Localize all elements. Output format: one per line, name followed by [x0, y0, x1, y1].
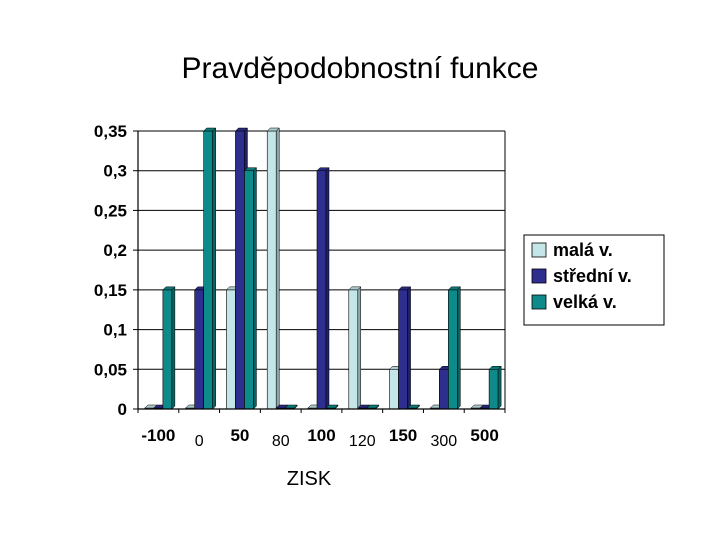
bar: [397, 286, 412, 410]
x-tick-label: 0: [195, 433, 204, 450]
y-tick-label: 0,25: [94, 201, 127, 220]
x-tick-label: 300: [430, 433, 457, 450]
bar: [488, 365, 502, 410]
legend-swatch: [531, 242, 547, 258]
bar: [203, 127, 217, 410]
bar: [162, 286, 176, 410]
legend-label: velká v.: [553, 292, 617, 312]
legend: malá v. střední v. velká v.: [523, 234, 665, 326]
legend-item: malá v.: [531, 240, 613, 260]
legend-swatch: [531, 268, 547, 284]
legend-box: [523, 234, 665, 326]
x-tick-label: 150: [389, 426, 417, 445]
bar: [316, 167, 330, 410]
x-axis-label: ZISK: [287, 468, 332, 490]
bar: [243, 167, 258, 410]
bar: [266, 127, 280, 410]
legend-item: střední v.: [531, 266, 632, 286]
y-tick-label: 0,1: [103, 321, 127, 340]
chart-title: Pravděpodobnostní funkce: [182, 52, 539, 85]
axes: [137, 131, 506, 410]
legend-label: malá v.: [553, 240, 613, 260]
y-tick-label: 0: [118, 400, 127, 419]
x-axis-ticks: -100 0 50 80 100 120 150 300 500: [137, 409, 506, 450]
x-tick-label: -100: [141, 426, 175, 445]
legend-swatch: [531, 294, 547, 310]
x-tick-label: 120: [349, 433, 376, 450]
legend-item: velká v.: [531, 292, 617, 312]
x-tick-label: 50: [230, 426, 249, 445]
y-tick-label: 0,35: [94, 122, 127, 141]
x-tick-label: 100: [307, 426, 335, 445]
y-tick-label: 0,3: [103, 162, 127, 181]
bars: [144, 127, 502, 410]
bar: [447, 286, 461, 410]
bar: [348, 286, 362, 410]
y-axis-ticks: 0 0,05 0,1 0,15 0,2 0,25 0,3 0,35: [94, 122, 138, 419]
y-tick-label: 0,05: [94, 360, 127, 379]
y-tick-label: 0,15: [94, 281, 127, 300]
y-tick-label: 0,2: [103, 241, 127, 260]
x-tick-label: 80: [272, 433, 290, 450]
legend-label: střední v.: [553, 266, 632, 286]
x-tick-label: 500: [470, 426, 498, 445]
